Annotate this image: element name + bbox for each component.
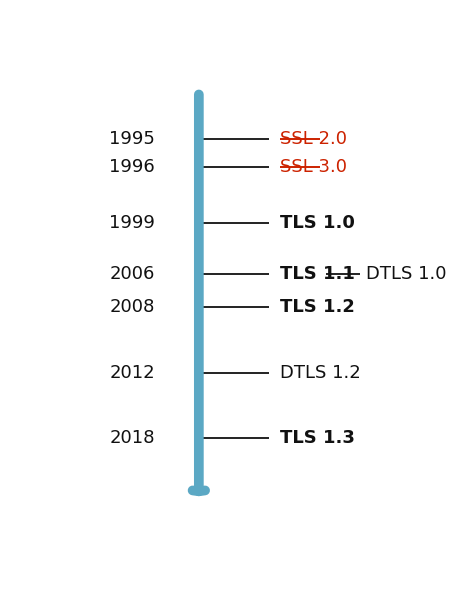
Text: 1995: 1995 (109, 130, 155, 148)
Text: TLS 1.1: TLS 1.1 (280, 265, 355, 283)
Text: TLS 1.0: TLS 1.0 (280, 214, 355, 232)
Text: TLS 1.2: TLS 1.2 (280, 298, 355, 316)
Text: DTLS 1.0: DTLS 1.0 (366, 265, 447, 283)
Text: 1996: 1996 (109, 157, 155, 176)
Text: SSL 2.0: SSL 2.0 (280, 130, 346, 148)
Text: 1999: 1999 (109, 214, 155, 232)
Text: DTLS 1.2: DTLS 1.2 (280, 364, 360, 382)
Text: 2008: 2008 (109, 298, 155, 316)
Text: 2012: 2012 (109, 364, 155, 382)
Text: 2018: 2018 (109, 429, 155, 447)
Text: 2006: 2006 (109, 265, 155, 283)
Text: TLS 1.3: TLS 1.3 (280, 429, 355, 447)
Text: SSL 3.0: SSL 3.0 (280, 157, 346, 176)
